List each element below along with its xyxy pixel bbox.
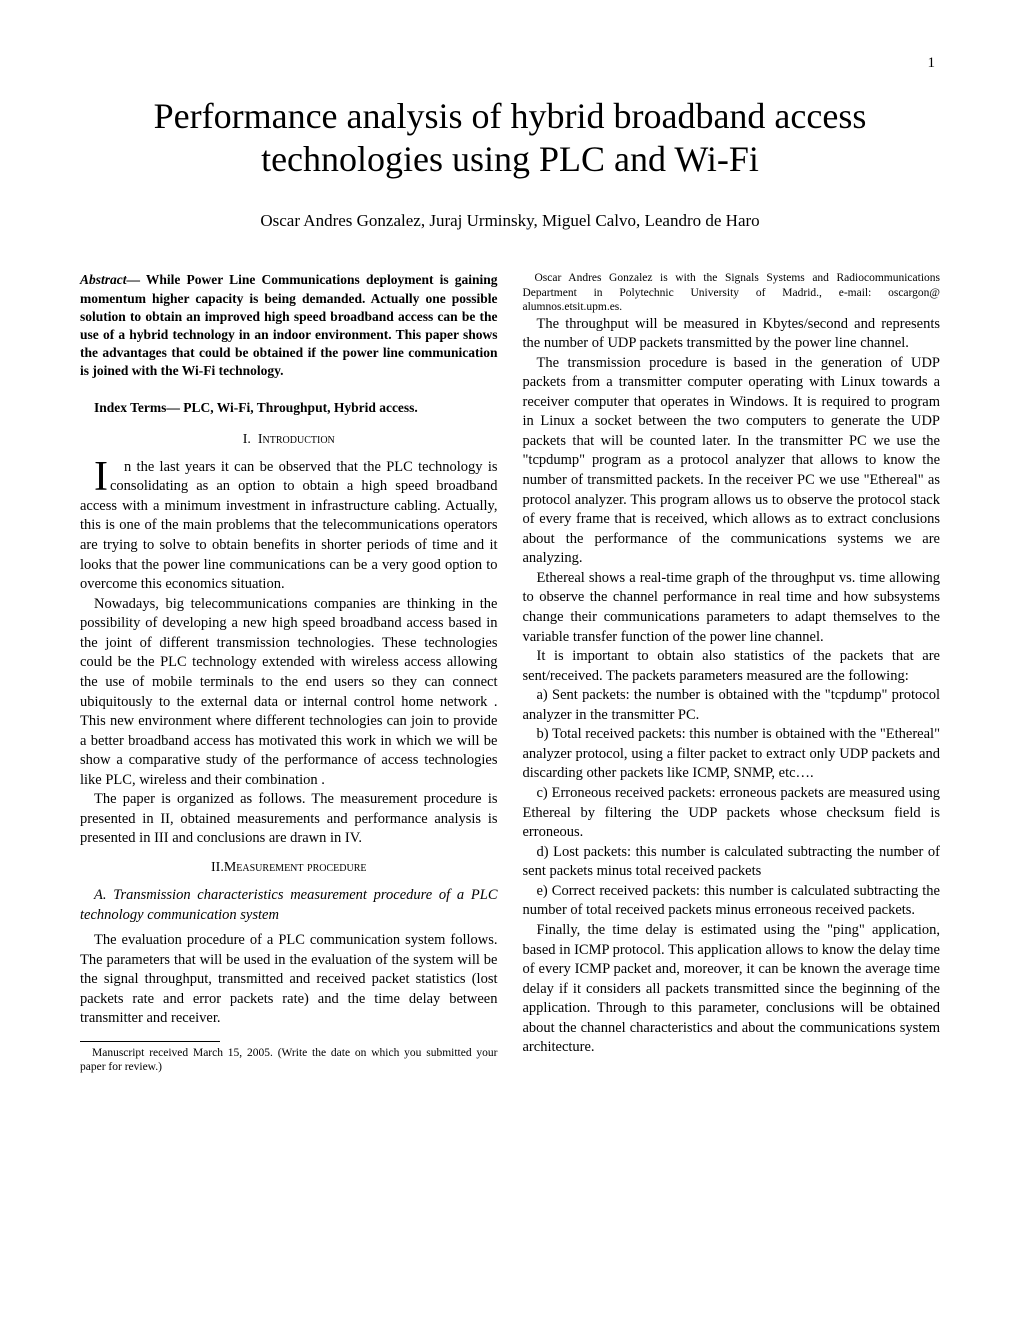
section-heading-introduction: I. Introduction [80, 431, 498, 450]
abstract: Abstract— While Power Line Communication… [80, 271, 498, 380]
footnote-separator [80, 1041, 220, 1042]
paragraph: In the last years it can be observed tha… [80, 458, 498, 595]
paragraph: Finally, the time delay is estimated usi… [523, 921, 941, 1058]
drop-cap: I [80, 458, 110, 496]
paragraph-text: n the last years it can be observed that… [80, 459, 498, 592]
section-label: Introduction [258, 432, 335, 447]
subsection-heading-a: A. Transmission characteristics measurem… [80, 886, 498, 925]
abstract-text: — While Power Line Communications deploy… [80, 272, 498, 378]
footnote: Manuscript received March 15, 2005. (Wri… [80, 1046, 498, 1075]
section-number: I. [243, 432, 251, 447]
paragraph: The transmission procedure is based in t… [523, 354, 941, 569]
abstract-label: Abstract [80, 272, 127, 287]
paragraph: Nowadays, big telecommunications compani… [80, 595, 498, 791]
paper-title: Performance analysis of hybrid broadband… [80, 95, 940, 181]
author-line: Oscar Andres Gonzalez, Juraj Urminsky, M… [80, 211, 940, 231]
two-column-body: Abstract— While Power Line Communication… [80, 271, 940, 1074]
list-item-a: a) Sent packets: the number is obtained … [523, 686, 941, 725]
footnote: Oscar Andres Gonzalez is with the Signal… [523, 271, 941, 314]
list-item-c: c) Erroneous received packets: erroneous… [523, 784, 941, 843]
paragraph: The paper is organized as follows. The m… [80, 790, 498, 849]
section-label: Measurement procedure [224, 860, 367, 875]
section-heading-measurement: II.Measurement procedure [80, 859, 498, 878]
paragraph: The evaluation procedure of a PLC commun… [80, 931, 498, 1029]
index-terms: Index Terms— PLC, Wi-Fi, Throughput, Hyb… [80, 399, 498, 417]
list-item-e: e) Correct received packets: this number… [523, 882, 941, 921]
list-item-b: b) Total received packets: this number i… [523, 725, 941, 784]
list-item-d: d) Lost packets: this number is calculat… [523, 843, 941, 882]
paragraph: It is important to obtain also statistic… [523, 647, 941, 686]
section-number: II. [211, 860, 224, 875]
paragraph: The throughput will be measured in Kbyte… [523, 315, 941, 354]
page-number: 1 [928, 55, 936, 72]
paragraph: Ethereal shows a real-time graph of the … [523, 569, 941, 647]
